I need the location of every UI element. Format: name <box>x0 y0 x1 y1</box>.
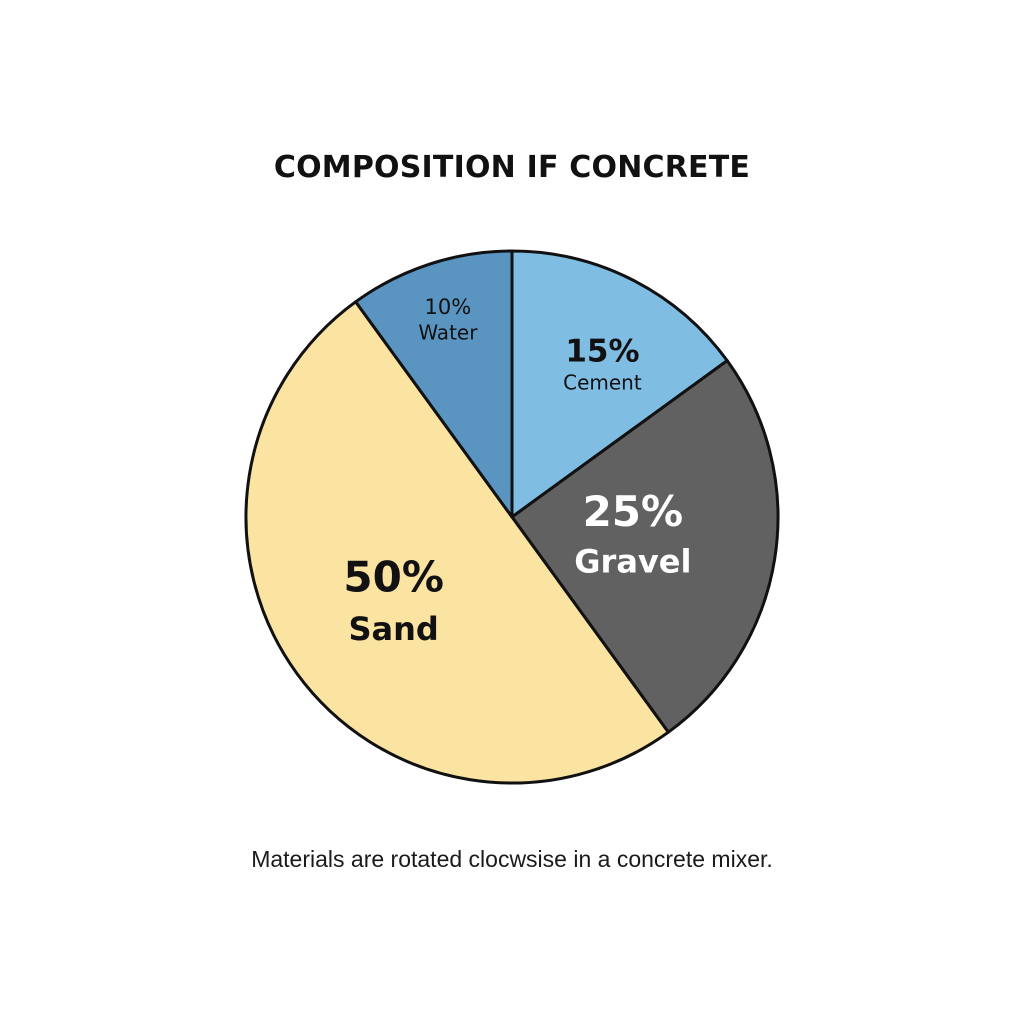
pie-slice-sand <box>244 300 670 785</box>
slice-label-gravel: Gravel <box>574 542 691 580</box>
pie-slice-water <box>354 249 514 519</box>
slice-label-sand: Sand <box>348 610 438 648</box>
pie-slice-gravel <box>510 359 780 734</box>
slice-percent-gravel: 25% <box>583 487 684 536</box>
slice-percent-water: 10% <box>425 295 472 319</box>
slice-label-cement: Cement <box>563 371 642 395</box>
slice-label-water: Water <box>418 321 478 345</box>
slice-percent-sand: 50% <box>343 553 444 602</box>
pie-slice-cement <box>510 249 729 519</box>
chart-caption: Materials are rotated clocwsise in a con… <box>251 846 773 872</box>
slice-percent-cement: 15% <box>565 333 639 369</box>
chart-title: COMPOSITION IF CONCRETE <box>273 150 751 185</box>
pie-slices <box>244 249 780 785</box>
pie-labels: 15%Cement 25% Gravel 50% Sand 10%Water <box>343 295 691 648</box>
